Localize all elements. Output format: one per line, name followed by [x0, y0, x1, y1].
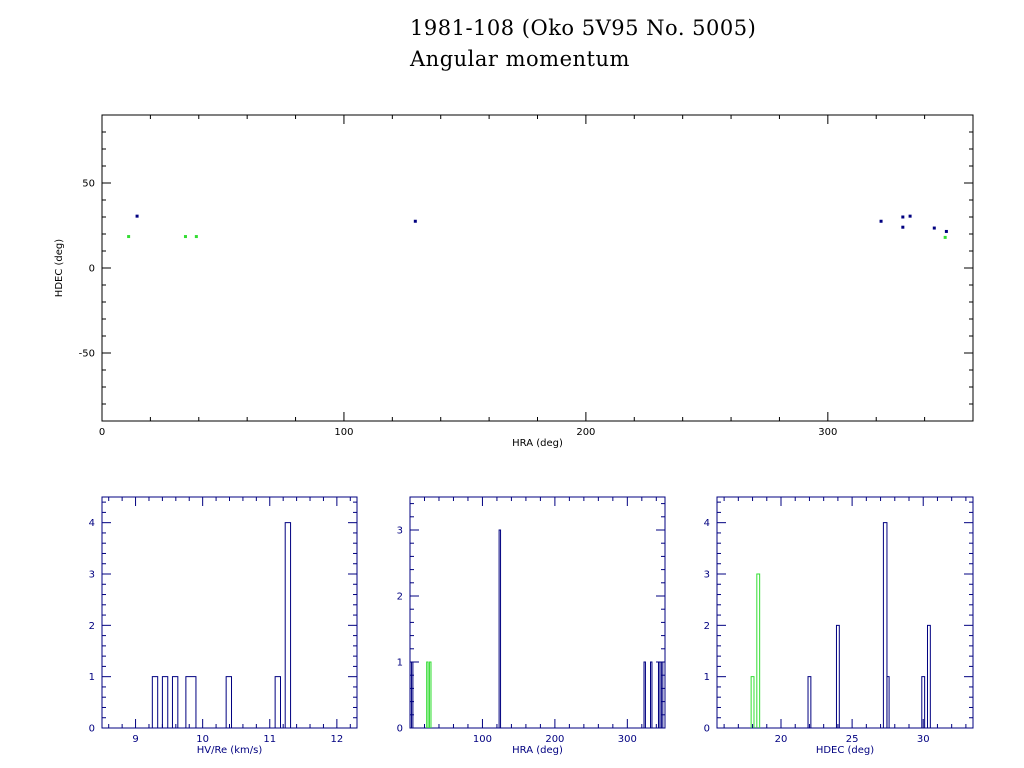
- y-tick-label: -50: [79, 349, 95, 360]
- histogram-bar: [835, 624, 840, 728]
- x-axis-label: HRA (deg): [512, 745, 563, 756]
- x-tick-label: 12: [331, 734, 344, 745]
- histogram-bar: [750, 676, 755, 728]
- histogram-bar: [657, 661, 661, 728]
- histogram-bar: [171, 676, 179, 728]
- x-tick-label: 11: [263, 734, 276, 745]
- x-tick-label: 300: [618, 734, 637, 745]
- histogram-bar: [151, 676, 159, 728]
- histogram-bar: [498, 529, 502, 728]
- data-point: [183, 235, 187, 239]
- histogram-bar: [225, 676, 233, 728]
- x-axis-label: HRA (deg): [512, 438, 563, 449]
- y-tick-label: 2: [397, 592, 403, 603]
- data-point: [932, 226, 936, 230]
- histogram-bar: [660, 661, 664, 728]
- y-tick-label: 1: [397, 658, 403, 669]
- data-point: [908, 214, 912, 218]
- y-tick-label: 1: [704, 672, 710, 683]
- y-tick-label: 4: [704, 518, 710, 529]
- data-point: [901, 215, 905, 219]
- data-point: [901, 225, 905, 229]
- x-tick-label: 9: [132, 734, 138, 745]
- data-point: [194, 235, 198, 239]
- x-tick-label: 200: [545, 734, 564, 745]
- histogram-bar: [161, 676, 169, 728]
- plot-frame: [101, 114, 974, 422]
- y-tick-label: 0: [89, 264, 95, 275]
- y-axis-label: HDEC (deg): [54, 239, 65, 297]
- y-tick-label: 0: [704, 724, 710, 735]
- data-point: [135, 214, 139, 218]
- data-point: [127, 235, 131, 239]
- x-axis-label: HDEC (deg): [816, 745, 874, 756]
- histogram-bar: [410, 661, 414, 728]
- x-tick-label: 30: [917, 734, 930, 745]
- scatter-plot: 0 100 200 300 -50 0 50 HRA (deg) HDEC (deg): [54, 114, 974, 449]
- data-point: [879, 219, 883, 223]
- histogram-bar: [426, 661, 429, 728]
- data-point: [413, 219, 417, 223]
- x-tick-label: 10: [196, 734, 209, 745]
- x-tick-label: 100: [334, 427, 353, 438]
- y-tick-label: 1: [89, 672, 95, 683]
- histogram-hdec: 20 25 30 0 1 2 3 4 HDEC (deg): [704, 496, 974, 756]
- histogram-bar: [274, 676, 281, 728]
- y-tick-label: 3: [397, 526, 403, 537]
- plot-frame: [101, 496, 358, 729]
- chart-subtitle: Angular momentum: [410, 47, 630, 71]
- data-point: [944, 229, 948, 233]
- x-tick-label: 0: [99, 427, 105, 438]
- histogram-bar: [921, 676, 926, 728]
- y-tick-label: 4: [89, 518, 95, 529]
- y-tick-label: 2: [704, 621, 710, 632]
- histogram-bar: [882, 522, 888, 728]
- x-axis-label: HV/Re (km/s): [197, 745, 263, 756]
- histogram-bar: [643, 661, 646, 728]
- y-tick-label: 2: [89, 621, 95, 632]
- plot-frame: [716, 496, 974, 729]
- y-tick-label: 3: [89, 570, 95, 581]
- histogram-bar: [756, 573, 761, 728]
- histogram-bar: [429, 661, 432, 728]
- data-point: [943, 235, 947, 239]
- histogram-bar: [284, 522, 292, 728]
- y-tick-label: 0: [89, 724, 95, 735]
- x-tick-label: 300: [818, 427, 837, 438]
- x-tick-label: 20: [775, 734, 788, 745]
- x-tick-label: 100: [473, 734, 492, 745]
- histogram-bar: [807, 676, 812, 728]
- y-tick-label: 50: [82, 179, 95, 190]
- histogram-bar: [926, 624, 931, 728]
- plot-frame: [409, 496, 666, 729]
- histogram-hra: 100 200 300 0 1 2 3 HRA (deg): [397, 496, 666, 756]
- x-tick-label: 25: [846, 734, 859, 745]
- chart-title: 1981-108 (Oko 5V95 No. 5005): [410, 16, 757, 40]
- x-tick-label: 200: [576, 427, 595, 438]
- histogram-bar: [185, 676, 197, 728]
- y-tick-label: 3: [704, 570, 710, 581]
- y-tick-label: 0: [397, 724, 403, 735]
- histogram-bar: [650, 661, 653, 728]
- histogram-bar: [886, 676, 890, 728]
